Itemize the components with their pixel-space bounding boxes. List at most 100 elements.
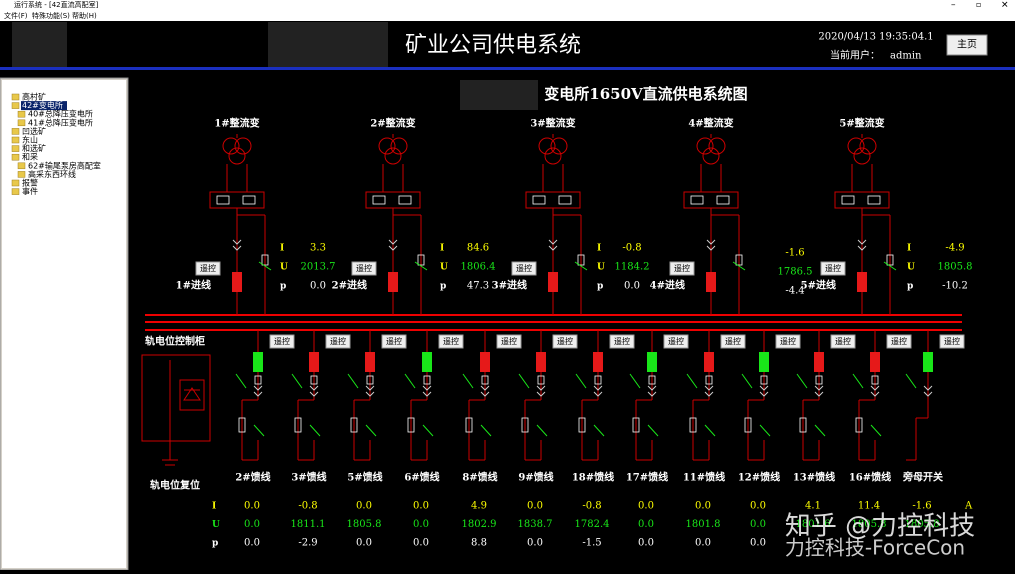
remote-button[interactable]: [720, 334, 746, 349]
incoming-name: 2#进线: [332, 279, 367, 292]
measure-value: -0.8: [298, 501, 317, 512]
wire: [258, 261, 272, 271]
remote-button-label[interactable]: 遥控: [356, 263, 372, 273]
home-button[interactable]: [946, 34, 988, 56]
wire: [404, 373, 416, 389]
fuse: [238, 417, 246, 433]
remote-button-label[interactable]: 遥控: [200, 263, 216, 273]
fuse: [310, 375, 318, 385]
breaker: [388, 272, 398, 292]
tree-item[interactable]: 和选矿: [22, 143, 46, 153]
transformer-coil: [708, 137, 726, 155]
measure-value: 1805.8: [852, 519, 887, 530]
remote-button[interactable]: [775, 334, 801, 349]
remote-button[interactable]: [351, 261, 377, 276]
wire: [309, 424, 321, 437]
transformer-coil: [222, 137, 240, 155]
remote-button[interactable]: [552, 334, 578, 349]
remote-button[interactable]: [609, 334, 635, 349]
remote-button-label[interactable]: 遥控: [825, 263, 841, 273]
measure-value: 0.0: [638, 538, 654, 549]
tree-item[interactable]: 42#变电所: [22, 100, 63, 110]
remote-button-label[interactable]: 遥控: [330, 336, 346, 346]
user-label: 当前用户：: [830, 49, 880, 62]
remote-button[interactable]: [381, 334, 407, 349]
folder-icon: [11, 128, 20, 135]
fuse: [871, 375, 879, 385]
folder-icon: [17, 110, 26, 118]
menu-item[interactable]: 文件(F): [4, 11, 28, 20]
measure-value: 2013.7: [301, 262, 336, 273]
feeder-name: 6#馈线: [404, 471, 439, 484]
breaker: [309, 352, 319, 372]
tree-item[interactable]: 40#总降压变电所: [28, 109, 93, 119]
remote-button[interactable]: [195, 261, 221, 276]
remote-button-label[interactable]: 遥控: [780, 336, 796, 346]
disconnector: [253, 385, 263, 397]
remote-button[interactable]: [830, 334, 856, 349]
tree-item[interactable]: 和采: [22, 152, 38, 162]
fuse: [465, 417, 473, 433]
rectifier: [209, 191, 265, 209]
feeder-name: 2#馈线: [235, 471, 270, 484]
remote-button[interactable]: [820, 261, 846, 276]
transformer-coil: [550, 137, 568, 155]
remote-button[interactable]: [669, 261, 695, 276]
remote-button[interactable]: [325, 334, 351, 349]
breaker: [759, 352, 769, 372]
remote-button-label[interactable]: 遥控: [274, 336, 290, 346]
remote-button-label[interactable]: 遥控: [443, 336, 459, 346]
wire: [235, 373, 247, 389]
wire: [905, 373, 917, 389]
fuse: [594, 375, 602, 385]
wire: [518, 373, 530, 389]
home-button-label[interactable]: 主页: [957, 39, 977, 51]
remote-button-label[interactable]: 遥控: [944, 336, 960, 346]
remote-button-label[interactable]: 遥控: [614, 336, 630, 346]
remote-button[interactable]: [663, 334, 689, 349]
remote-button[interactable]: [438, 334, 464, 349]
tree-item[interactable]: 高采东西环线: [28, 169, 76, 179]
remote-button-label[interactable]: 遥控: [668, 336, 684, 346]
remote-button-label[interactable]: 遥控: [516, 263, 532, 273]
remote-button-label[interactable]: 遥控: [386, 336, 402, 346]
transformer-coil: [390, 137, 408, 155]
remote-button[interactable]: [886, 334, 912, 349]
wire: [291, 373, 303, 389]
datetime: 2020/04/13 19:35:04.1: [818, 32, 933, 43]
transformer-coil: [847, 137, 865, 155]
maximize[interactable]: ▫: [976, 0, 981, 9]
tree-item[interactable]: 报警: [22, 178, 38, 188]
disconnector: [309, 385, 319, 397]
remote-button-label[interactable]: 遥控: [557, 336, 573, 346]
tree-item[interactable]: 东山: [22, 135, 38, 145]
remote-button[interactable]: [511, 261, 537, 276]
measure-value: -1.5: [582, 538, 601, 549]
wire: [647, 424, 659, 437]
remote-button[interactable]: [269, 334, 295, 349]
measure-value: 0.0: [244, 538, 260, 549]
tree-item[interactable]: 事件: [22, 186, 38, 196]
remote-button[interactable]: [939, 334, 965, 349]
menu-item[interactable]: 帮助(H): [72, 11, 97, 20]
remote-button-label[interactable]: 遥控: [674, 263, 690, 273]
breaker: [536, 352, 546, 372]
close[interactable]: ✕: [1001, 1, 1009, 11]
tree-item[interactable]: 41#总降压变电所: [28, 117, 93, 127]
remote-button[interactable]: [496, 334, 522, 349]
menu-item[interactable]: 特殊功能(S): [32, 11, 70, 20]
measure-value: -0.8: [582, 501, 601, 512]
minimize[interactable]: –: [951, 1, 956, 11]
breaker: [814, 352, 824, 372]
unit: A: [964, 501, 973, 512]
fuse: [558, 195, 572, 205]
wire: [686, 373, 698, 389]
rail-reset: 轨电位复位: [150, 479, 200, 492]
tree-item[interactable]: 高村矿: [22, 92, 46, 102]
remote-button-label[interactable]: 遥控: [725, 336, 741, 346]
tree-item[interactable]: 62#输尾泵房高配室: [28, 160, 101, 170]
tree-item[interactable]: 凹选矿: [22, 126, 46, 136]
remote-button-label[interactable]: 遥控: [501, 336, 517, 346]
remote-button-label[interactable]: 遥控: [835, 336, 851, 346]
remote-button-label[interactable]: 遥控: [891, 336, 907, 346]
